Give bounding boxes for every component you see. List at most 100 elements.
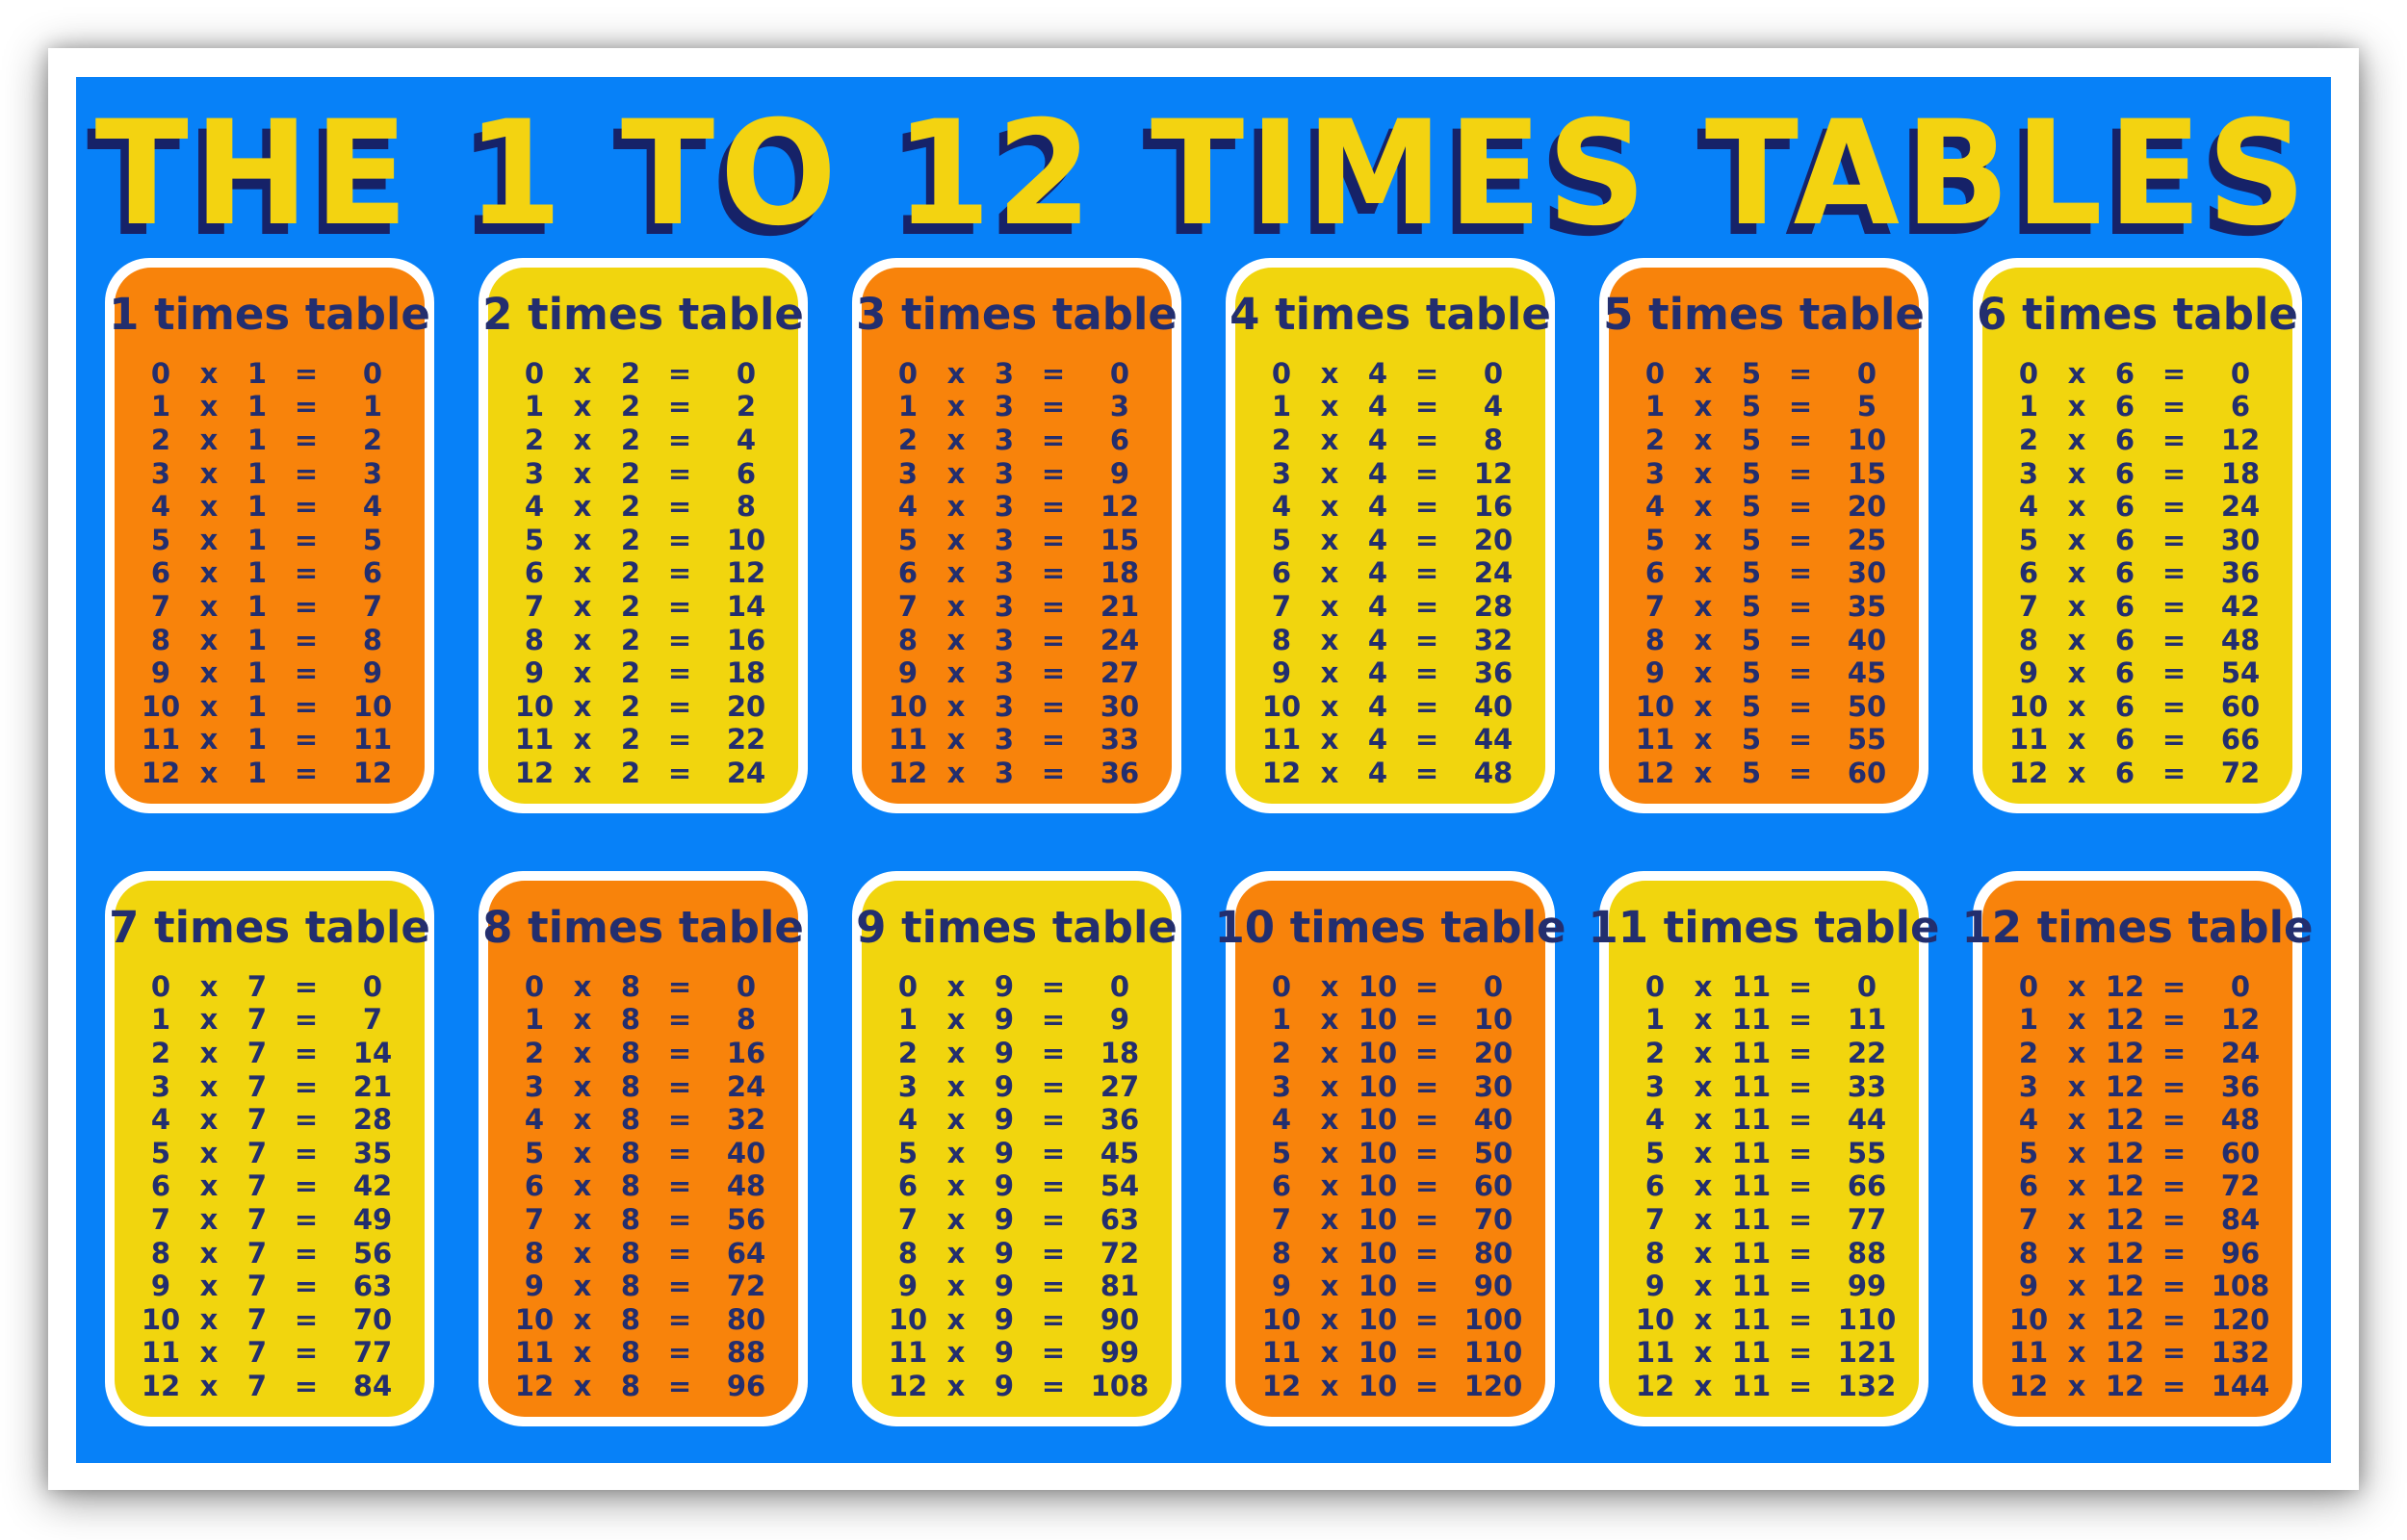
multiply-sign: x — [199, 723, 219, 757]
multiplier: 8 — [620, 969, 641, 1003]
equals-sign: = — [2161, 1036, 2187, 1069]
product: 108 — [1090, 1369, 1150, 1402]
equation-row: 10 x 8 = 80 — [488, 1303, 798, 1337]
equals-sign: = — [1041, 1202, 1066, 1236]
multiplier: 12 — [2105, 1302, 2145, 1336]
multiply-sign: x — [1694, 1302, 1713, 1336]
multiply-sign: x — [2067, 1103, 2086, 1137]
multiplicand: 5 — [150, 523, 171, 556]
multiplicand: 0 — [150, 969, 171, 1003]
multiplicand: 3 — [897, 1069, 919, 1103]
equation-row: 0 x 4 = 0 — [1235, 357, 1545, 391]
equals-sign: = — [667, 589, 692, 623]
multiply-sign: x — [573, 556, 592, 590]
equals-sign: = — [2161, 969, 2187, 1003]
multiplier: 3 — [994, 756, 1015, 789]
multiply-sign: x — [573, 1369, 592, 1402]
multiply-sign: x — [2067, 1302, 2086, 1336]
multiplicand: 2 — [1271, 1036, 1292, 1069]
equals-sign: = — [1788, 1103, 1813, 1137]
multiply-sign: x — [2067, 1202, 2086, 1236]
equation-row: 10 x 10 = 100 — [1235, 1303, 1545, 1337]
equals-sign: = — [1041, 1003, 1066, 1037]
equation-row: 4 x 1 = 4 — [115, 490, 425, 524]
multiplier: 10 — [1358, 1169, 1398, 1203]
equals-sign: = — [667, 523, 692, 556]
multiplicand: 2 — [150, 423, 171, 456]
multiplier: 5 — [1741, 656, 1762, 690]
product: 24 — [1473, 556, 1514, 590]
multiply-sign: x — [2067, 490, 2086, 524]
equation-list: 0 x 4 = 0 1 x 4 = 4 2 x 4 = 8 3 x 4 = 12 4 x 4 = 16 5 x 4 = 20 6 x 4 = 24 7… — [1235, 357, 1545, 790]
card-title: 1 times table — [109, 289, 430, 340]
multiply-sign: x — [2067, 390, 2086, 424]
equation-row: 9 x 2 = 18 — [488, 656, 798, 690]
multiplier: 5 — [1741, 589, 1762, 623]
multiplicand: 8 — [1644, 623, 1666, 656]
equation-row: 3 x 9 = 27 — [862, 1070, 1172, 1104]
card-inner: 9 times table 0 x 9 = 0 1 x 9 = 9 2 x 9 = 18 3 x 9 = 27 4 x 9 =… — [856, 881, 1178, 1417]
multiplier: 4 — [1367, 523, 1388, 556]
equation-row: 6 x 1 = 6 — [115, 557, 425, 591]
equation-row: 4 x 11 = 44 — [1609, 1103, 1919, 1137]
multiplier: 11 — [1731, 1369, 1772, 1402]
product: 99 — [1100, 1336, 1140, 1370]
equals-sign: = — [294, 423, 319, 456]
multiply-sign: x — [199, 356, 219, 390]
equals-sign: = — [2161, 523, 2187, 556]
multiplicand: 8 — [2018, 623, 2039, 656]
multiplier: 6 — [2114, 423, 2135, 456]
equals-sign: = — [667, 456, 692, 490]
equation-row: 4 x 3 = 12 — [862, 490, 1172, 524]
equals-sign: = — [667, 356, 692, 390]
multiplier: 1 — [246, 390, 268, 424]
multiplier: 9 — [994, 1302, 1015, 1336]
multiplier: 10 — [1358, 1336, 1398, 1370]
multiplicand: 1 — [2018, 1003, 2039, 1037]
multiplier: 10 — [1358, 1369, 1398, 1402]
product: 99 — [1847, 1270, 1887, 1303]
product: 121 — [1837, 1336, 1897, 1370]
multiply-sign: x — [946, 456, 966, 490]
multiplier: 3 — [994, 490, 1015, 524]
equation-row: 12 x 8 = 96 — [488, 1370, 798, 1403]
multiplicand: 7 — [150, 589, 171, 623]
equals-sign: = — [294, 1169, 319, 1203]
multiplier: 11 — [1731, 1202, 1772, 1236]
equals-sign: = — [1414, 1369, 1439, 1402]
equals-sign: = — [294, 1270, 319, 1303]
equals-sign: = — [2161, 556, 2187, 590]
equals-sign: = — [1788, 723, 1813, 757]
equation-row: 11 x 4 = 44 — [1235, 724, 1545, 757]
multiplicand: 9 — [150, 656, 171, 690]
multiplier: 3 — [994, 623, 1015, 656]
multiplicand: 11 — [2008, 723, 2049, 757]
multiply-sign: x — [2067, 1236, 2086, 1270]
equation-row: 3 x 4 = 12 — [1235, 457, 1545, 491]
product: 18 — [726, 656, 766, 690]
equation-list: 0 x 9 = 0 1 x 9 = 9 2 x 9 = 18 3 x 9 = 27 4 x 9 = 36 5 x 9 = 45 6 x 9 = 54… — [862, 970, 1172, 1403]
product: 5 — [362, 523, 383, 556]
multiplier: 3 — [994, 723, 1015, 757]
equation-row: 5 x 10 = 50 — [1235, 1137, 1545, 1170]
multiply-sign: x — [2067, 1270, 2086, 1303]
equation-row: 6 x 3 = 18 — [862, 557, 1172, 591]
multiply-sign: x — [1320, 756, 1339, 789]
multiplier: 9 — [994, 1336, 1015, 1370]
multiply-sign: x — [946, 656, 966, 690]
equation-row: 10 x 9 = 90 — [862, 1303, 1172, 1337]
equation-list: 0 x 1 = 0 1 x 1 = 1 2 x 1 = 2 3 x 1 = 3 4 x 1 = 4 5 x 1 = 5 6 x 1 = 6 7 x 1 = 7… — [115, 357, 425, 790]
equals-sign: = — [667, 1202, 692, 1236]
multiplier: 7 — [246, 1069, 268, 1103]
multiplier: 11 — [1731, 1103, 1772, 1137]
equals-sign: = — [667, 969, 692, 1003]
multiply-sign: x — [946, 356, 966, 390]
product: 36 — [2220, 1069, 2261, 1103]
multiply-sign: x — [2067, 689, 2086, 723]
multiplicand: 6 — [1644, 556, 1666, 590]
product: 12 — [1100, 490, 1140, 524]
multiplicand: 1 — [897, 390, 919, 424]
product: 63 — [352, 1270, 393, 1303]
multiplicand: 9 — [524, 656, 545, 690]
